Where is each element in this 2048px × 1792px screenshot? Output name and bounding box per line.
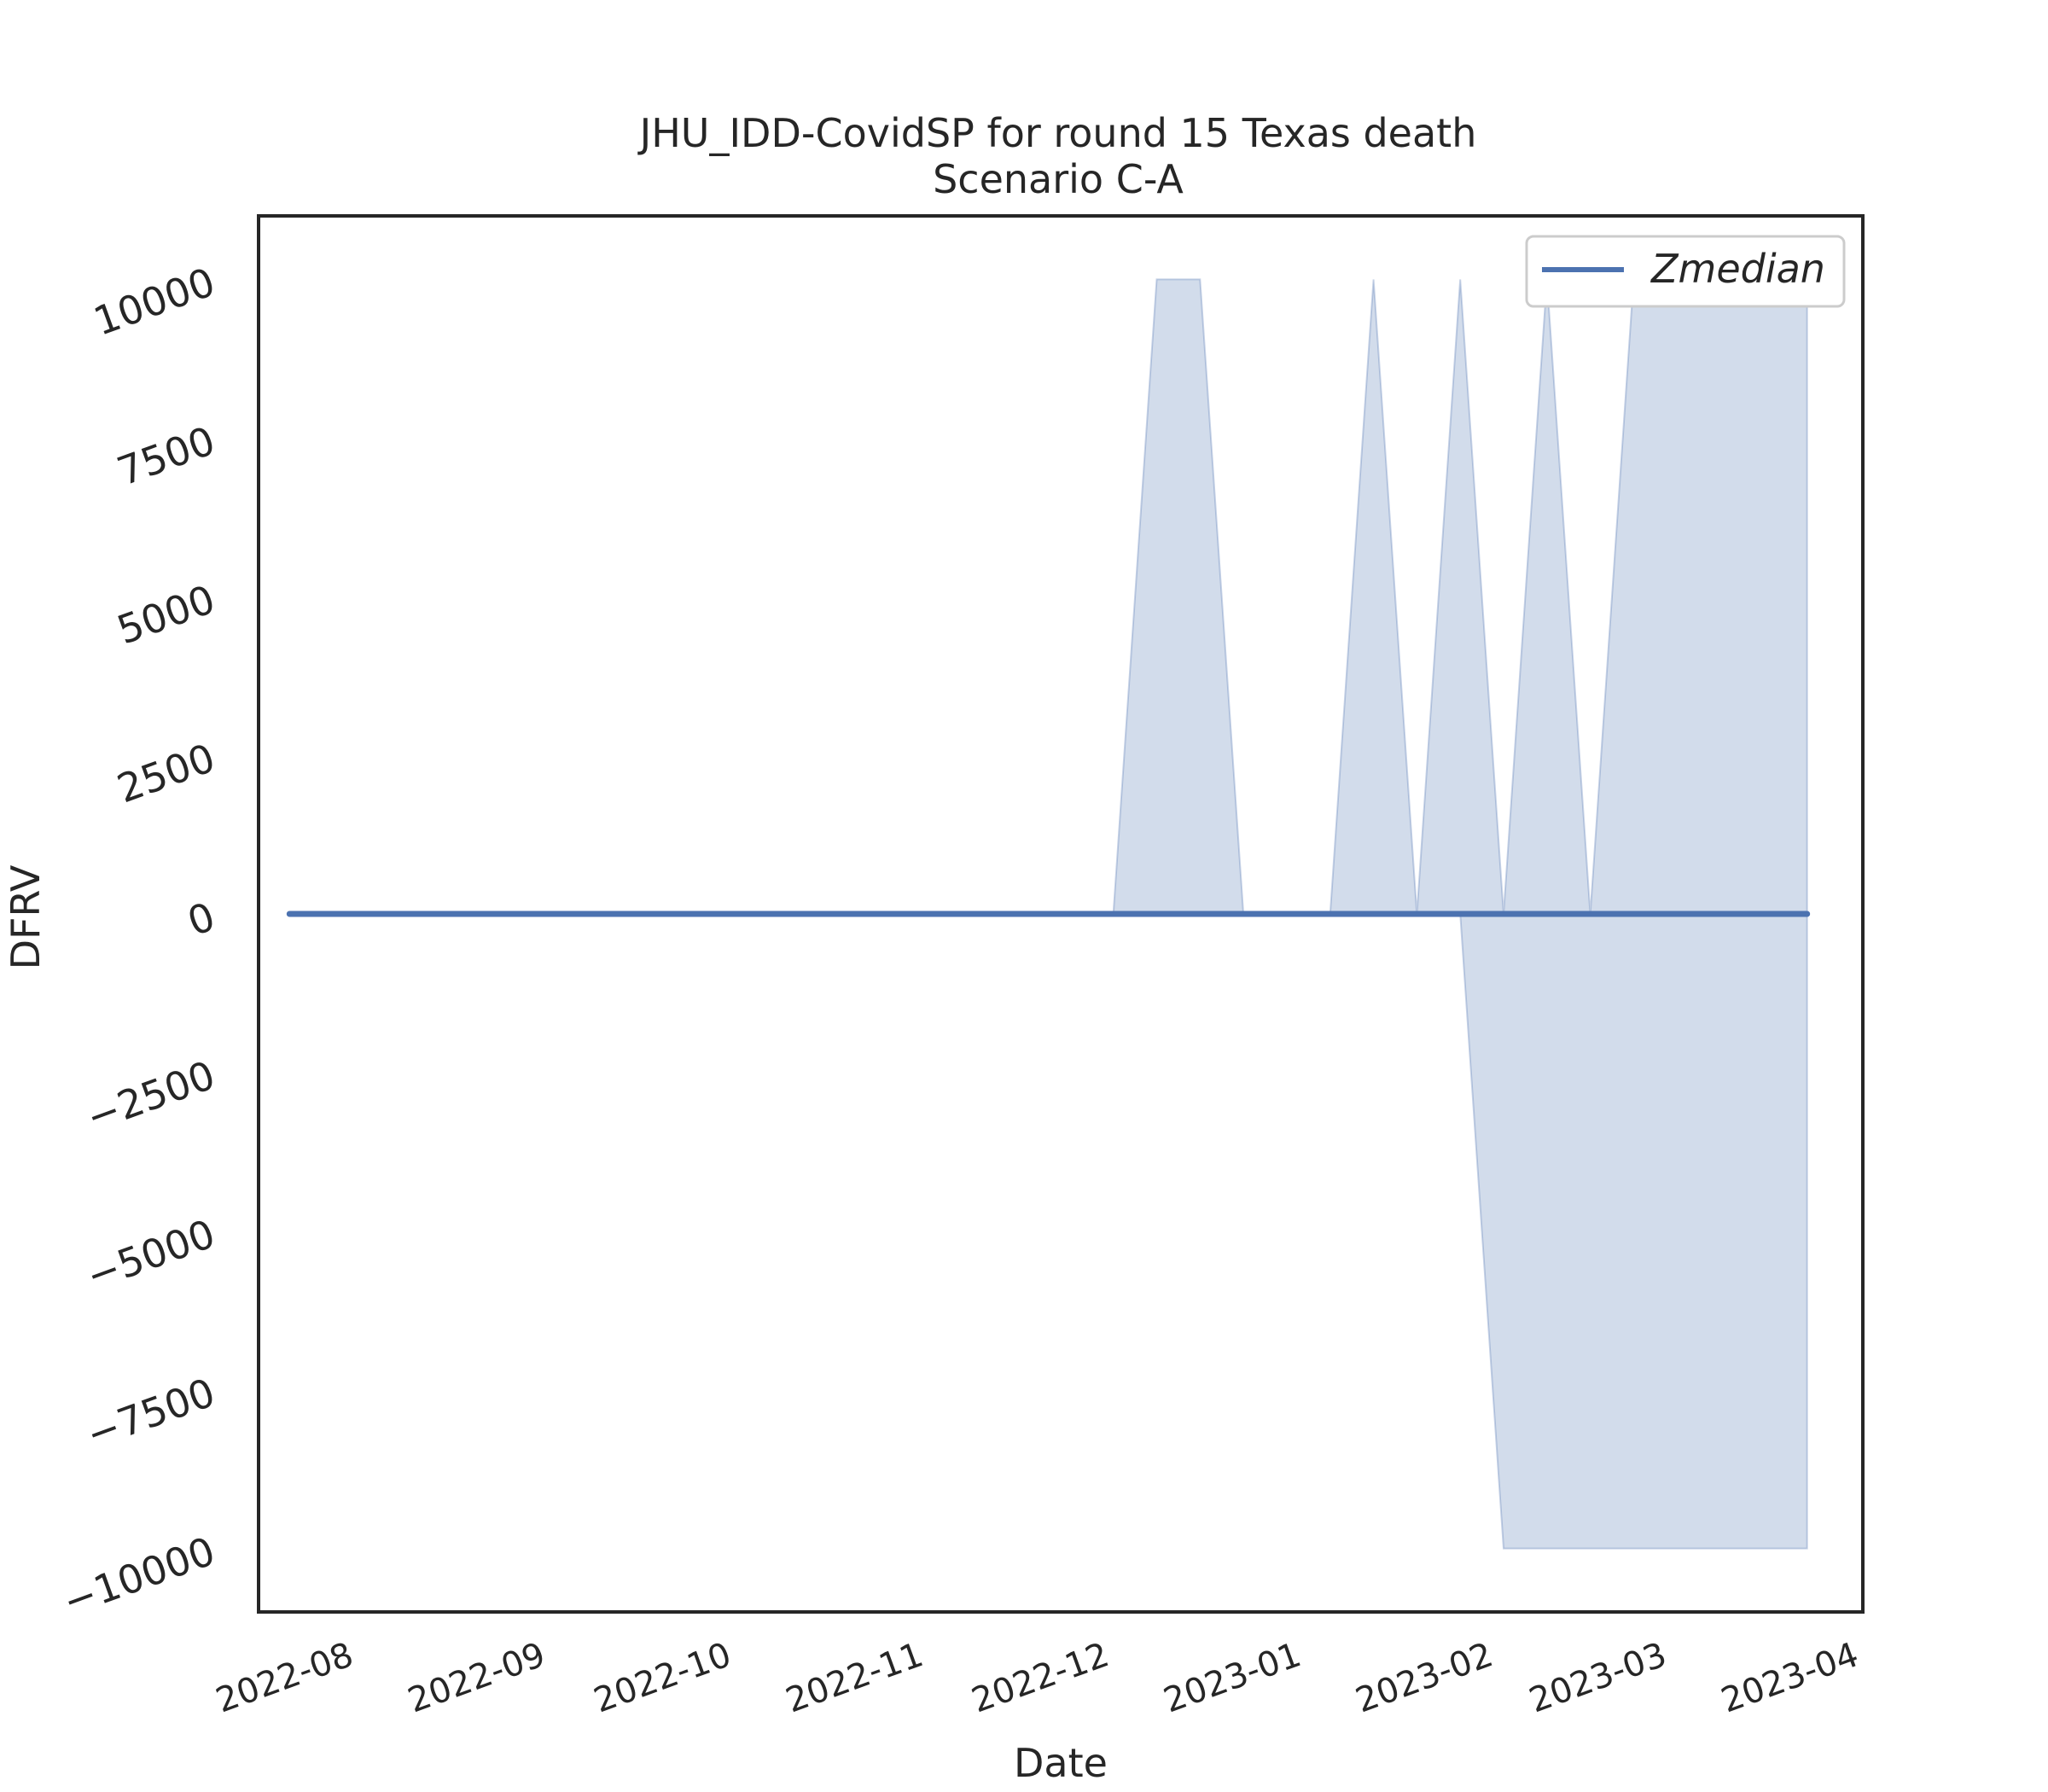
y-tick-label: −10000: [57, 1527, 221, 1625]
x-axis-ticks: 2022-08 2022-09 2022-10 2022-11 2022-12 2023-…: [211, 1635, 1864, 1720]
x-tick-label: 2022-08: [211, 1635, 358, 1720]
y-tick-label: 2500: [111, 735, 220, 812]
chart-subtitle: Scenario C-A: [933, 156, 1184, 202]
y-tick-label: −7500: [80, 1369, 221, 1457]
x-tick-label: 2022-11: [781, 1635, 928, 1720]
y-tick-label: −2500: [80, 1051, 221, 1140]
y-tick-label: −5000: [80, 1210, 221, 1299]
y-tick-label: 5000: [111, 576, 220, 654]
x-tick-label: 2022-10: [589, 1635, 736, 1720]
x-tick-label: 2023-01: [1159, 1635, 1306, 1720]
legend: Zmedian: [1525, 235, 1846, 308]
x-tick-label: 2022-09: [403, 1635, 550, 1720]
x-tick-label: 2023-02: [1351, 1635, 1498, 1720]
y-tick-label: 7500: [111, 417, 220, 495]
plot-frame: [257, 214, 1865, 1614]
y-axis-label: DFRV: [3, 864, 49, 969]
y-axis-ticks: −10000 −7500 −5000 −2500 0 2500 5000 7500 10000: [57, 259, 221, 1625]
y-tick-label: 0: [182, 893, 221, 945]
x-axis-label: Date: [1014, 1740, 1108, 1786]
x-tick-label: 2022-12: [967, 1635, 1114, 1720]
x-tick-label: 2023-04: [1716, 1635, 1864, 1720]
legend-label-zmedian: Zmedian: [1649, 246, 1825, 292]
plot-area: [286, 278, 1811, 1550]
y-tick-label: 10000: [88, 259, 221, 345]
x-tick-label: 2023-03: [1524, 1635, 1672, 1720]
legend-box: [1525, 235, 1846, 308]
chart-title: JHU_IDD-CovidSP for round 15 Texas death: [637, 110, 1477, 156]
